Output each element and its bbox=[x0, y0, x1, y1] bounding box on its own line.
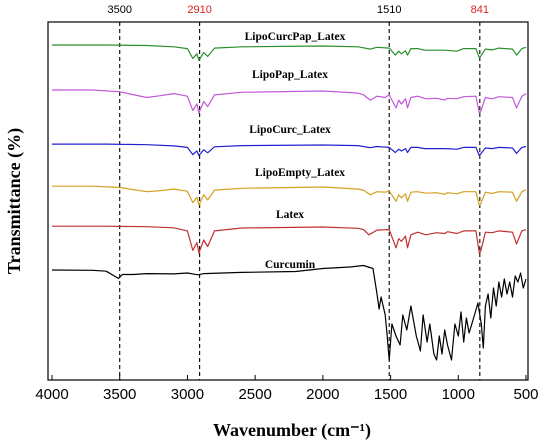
series-label-lipocurc-latex: LipoCurc_Latex bbox=[249, 124, 331, 136]
series-label-lipocurcpap-latex: LipoCurcPap_Latex bbox=[245, 31, 346, 43]
series-traces bbox=[51, 44, 527, 361]
x-tick-label-4000: 4000 bbox=[35, 386, 68, 403]
reference-label-2910: 2910 bbox=[187, 4, 211, 16]
x-tick-label-2500: 2500 bbox=[238, 386, 271, 403]
series-line-lipopap-latex bbox=[52, 89, 527, 114]
reference-lines: 3500 2910 1510 841 bbox=[107, 4, 489, 380]
x-axis-title: Wavenumber (cm⁻¹) bbox=[213, 420, 371, 441]
series-line-curcumin bbox=[51, 264, 527, 361]
series-line-latex bbox=[52, 225, 527, 254]
x-axis-ticks: 4000 3500 3000 2500 2000 1500 1000 500 bbox=[35, 375, 539, 403]
series-line-lipocurc-latex bbox=[52, 143, 527, 157]
series-label-latex: Latex bbox=[276, 209, 304, 221]
reference-label-841: 841 bbox=[471, 4, 489, 16]
x-tick-label-1000: 1000 bbox=[442, 386, 475, 403]
series-label-lipopap-latex: LipoPap_Latex bbox=[252, 69, 328, 81]
y-axis-title: Transmittance (%) bbox=[4, 128, 25, 274]
plot-frame bbox=[47, 21, 529, 381]
reference-label-1510: 1510 bbox=[377, 4, 401, 16]
series-line-lipoempty-latex bbox=[52, 185, 527, 206]
series-label-curcumin: Curcumin bbox=[265, 259, 316, 271]
series-line-lipocurcpap-latex bbox=[52, 44, 527, 61]
reference-label-3500: 3500 bbox=[107, 4, 131, 16]
x-tick-label-3500: 3500 bbox=[103, 386, 136, 403]
x-tick-label-1500: 1500 bbox=[374, 386, 407, 403]
x-tick-label-2000: 2000 bbox=[306, 386, 339, 403]
series-labels: LipoCurcPap_Latex LipoPap_Latex LipoCurc_L… bbox=[245, 31, 346, 271]
x-tick-label-3000: 3000 bbox=[171, 386, 204, 403]
x-tick-label-500: 500 bbox=[513, 386, 538, 403]
series-label-lipoempty-latex: LipoEmpty_Latex bbox=[255, 167, 345, 179]
